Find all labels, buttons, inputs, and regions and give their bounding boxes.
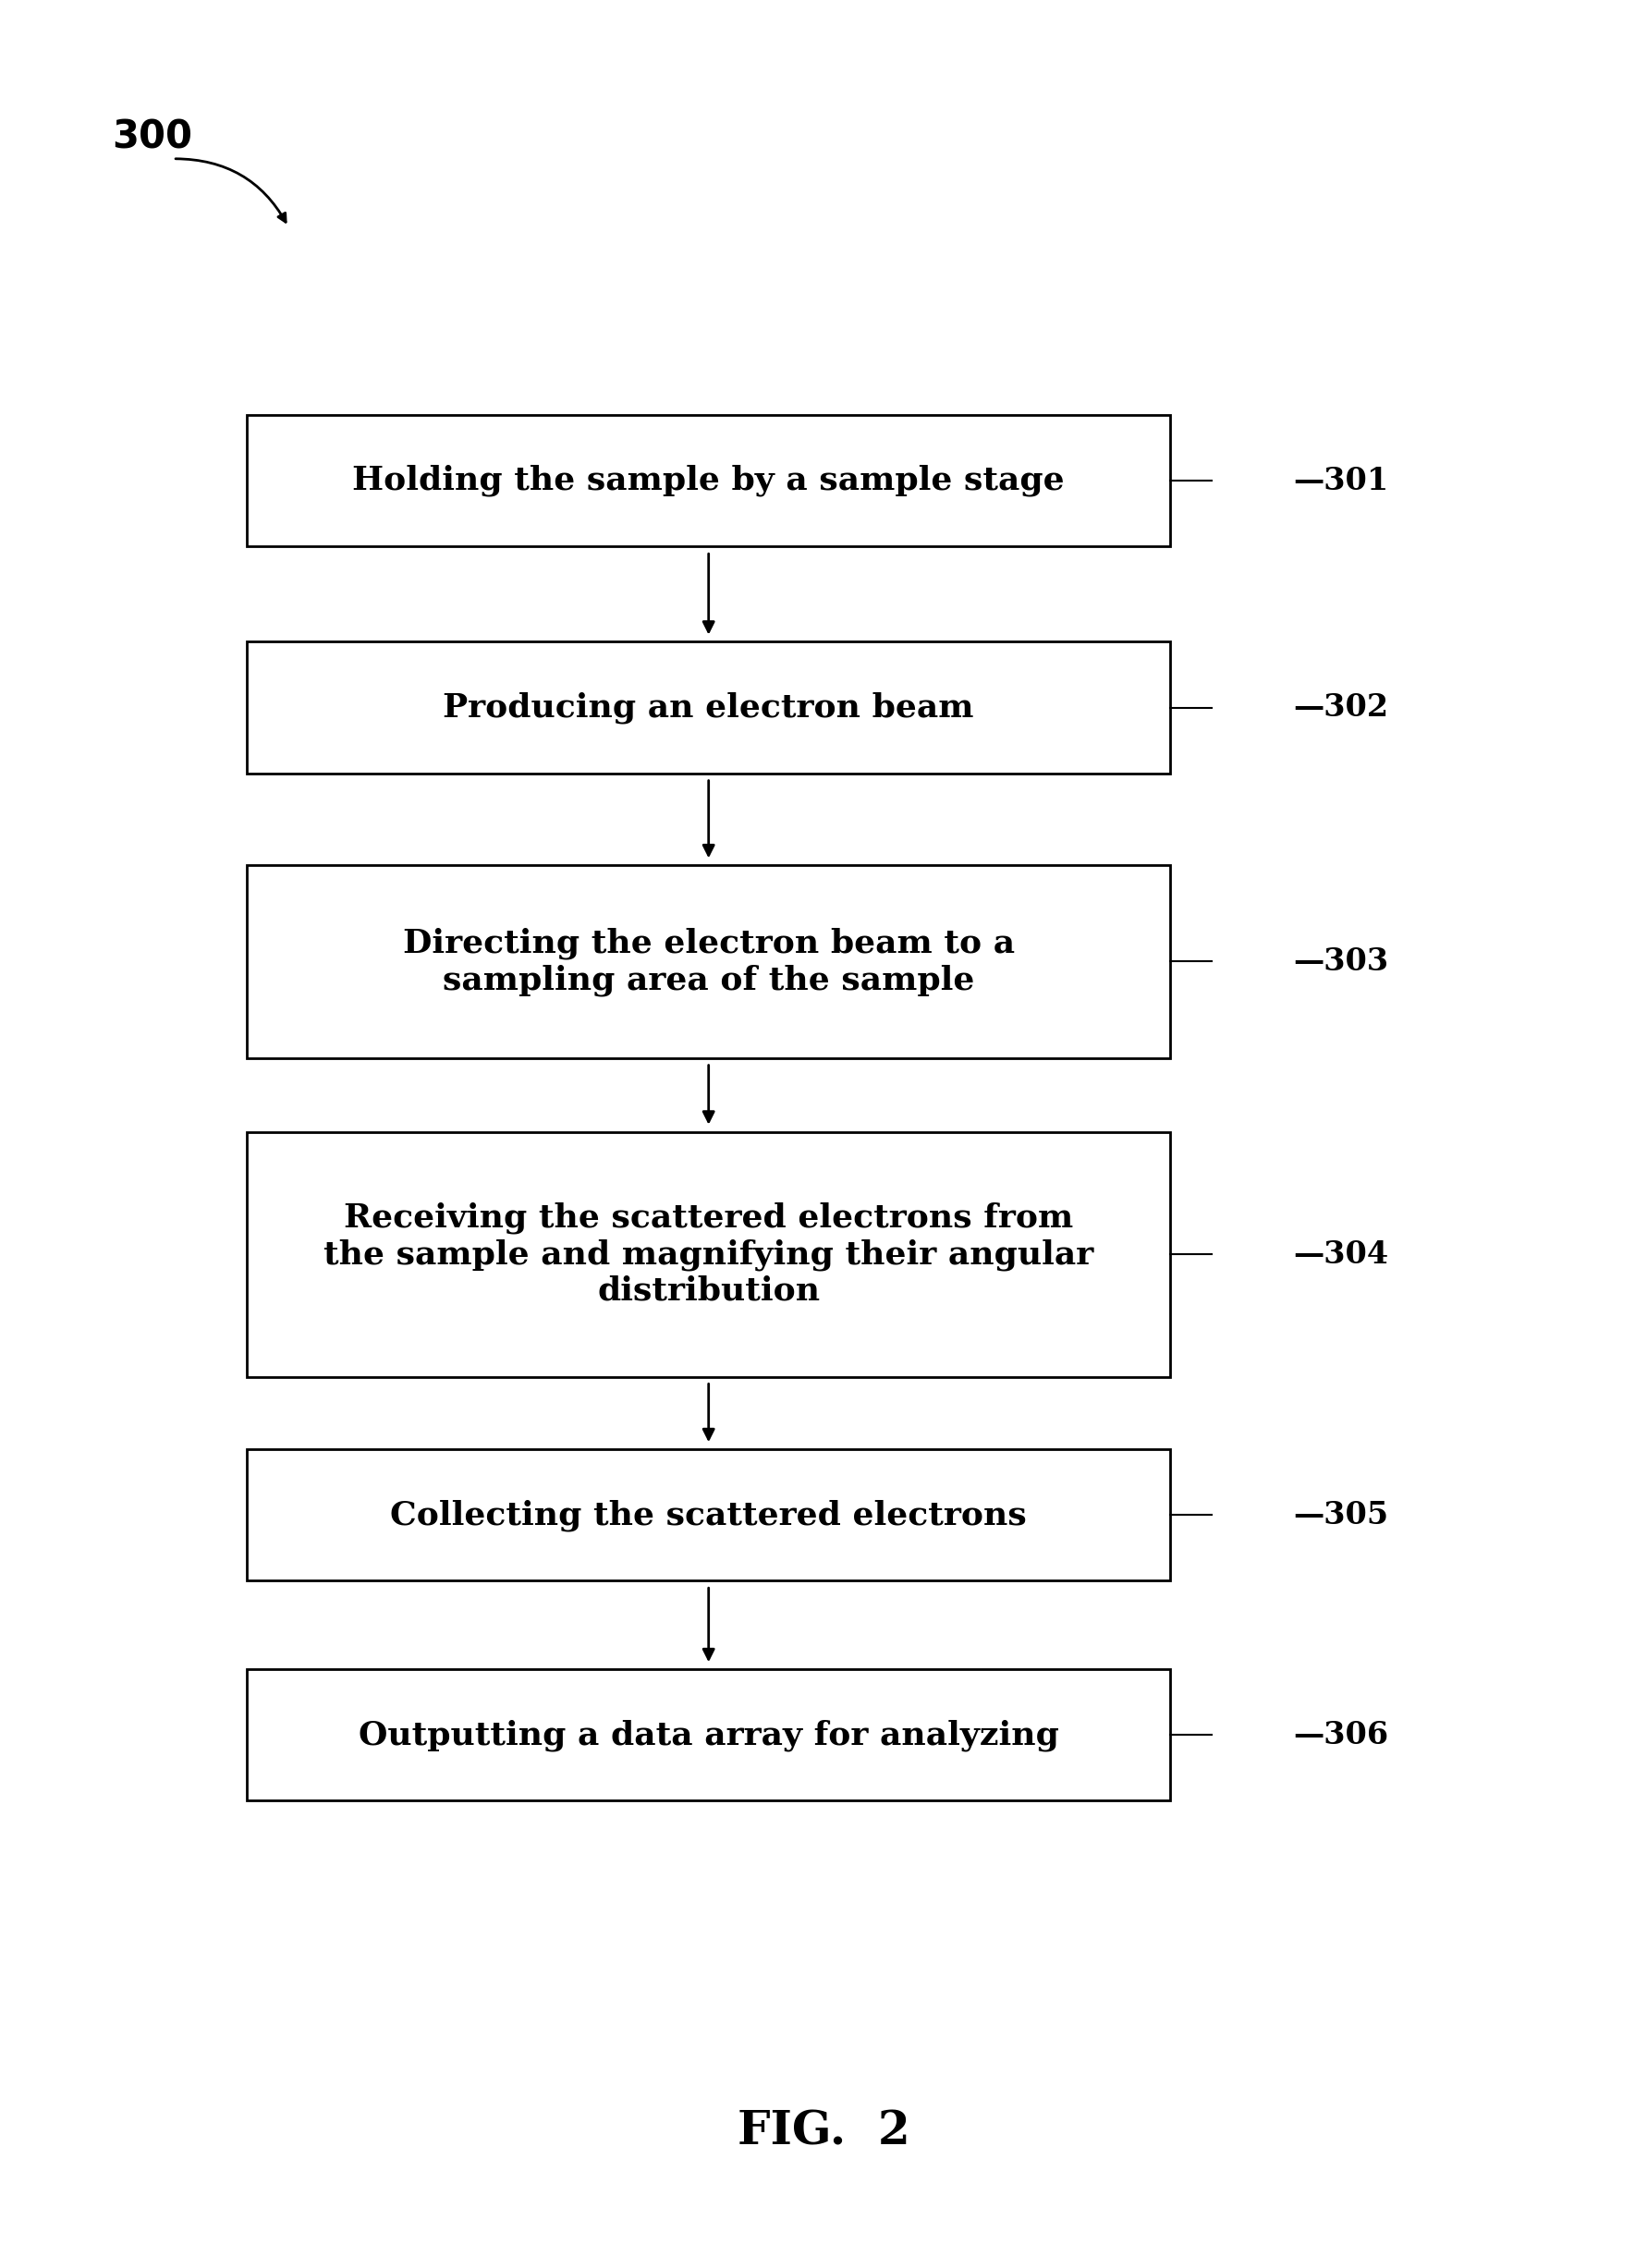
Text: —301: —301 — [1293, 465, 1388, 497]
FancyBboxPatch shape — [247, 866, 1169, 1059]
Text: —304: —304 — [1293, 1238, 1388, 1270]
Text: Holding the sample by a sample stage: Holding the sample by a sample stage — [352, 465, 1064, 497]
Text: —302: —302 — [1293, 692, 1388, 723]
Text: 300: 300 — [112, 118, 193, 156]
Text: Producing an electron beam: Producing an electron beam — [443, 692, 973, 723]
FancyBboxPatch shape — [247, 1449, 1169, 1581]
Text: Receiving the scattered electrons from
the sample and magnifying their angular
d: Receiving the scattered electrons from t… — [323, 1202, 1094, 1306]
Text: —303: —303 — [1293, 946, 1388, 978]
FancyBboxPatch shape — [247, 415, 1169, 547]
Text: Outputting a data array for analyzing: Outputting a data array for analyzing — [357, 1719, 1059, 1751]
Text: FIG.  2: FIG. 2 — [738, 2109, 909, 2155]
Text: Collecting the scattered electrons: Collecting the scattered electrons — [390, 1499, 1026, 1531]
Text: —305: —305 — [1293, 1499, 1388, 1531]
Text: Directing the electron beam to a
sampling area of the sample: Directing the electron beam to a samplin… — [402, 928, 1015, 996]
FancyBboxPatch shape — [247, 642, 1169, 773]
Text: —306: —306 — [1293, 1719, 1388, 1751]
FancyBboxPatch shape — [247, 1669, 1169, 1801]
FancyBboxPatch shape — [247, 1132, 1169, 1377]
